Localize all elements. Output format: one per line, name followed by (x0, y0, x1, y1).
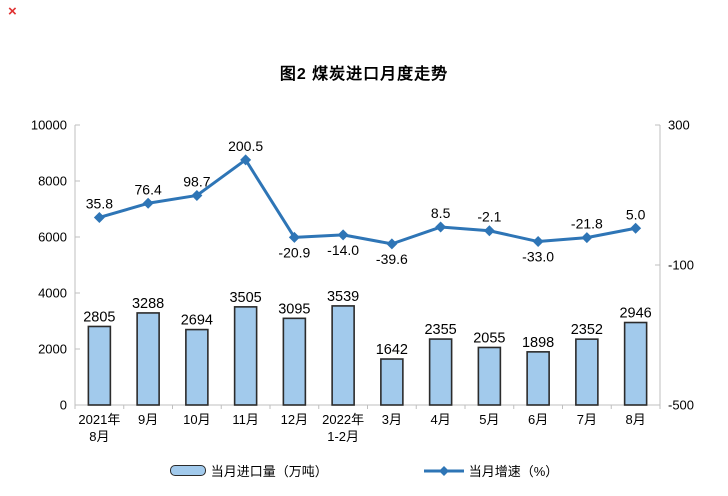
bar (331, 305, 355, 406)
line-value-label: 200.5 (228, 138, 263, 154)
bar-value-label: 3539 (327, 289, 359, 305)
line-value-label: 76.4 (135, 181, 162, 197)
bar (575, 338, 599, 406)
line-value-label: 35.8 (86, 195, 113, 211)
y-axis-left-tick-label: 10000 (31, 118, 67, 133)
bar-value-label: 3288 (132, 296, 164, 312)
bar-value-label: 2355 (424, 322, 456, 338)
line-marker (386, 238, 398, 250)
category-label: 8月 (626, 412, 646, 427)
category-label: 11月 (232, 412, 259, 427)
bar (185, 328, 209, 406)
line-marker (288, 231, 300, 243)
category-label: 9月 (138, 412, 158, 427)
line-marker (435, 221, 447, 233)
bar (282, 317, 307, 406)
line-marker (142, 197, 154, 209)
line-marker (532, 236, 544, 248)
category-label: 7月 (577, 412, 597, 427)
y-axis-left-tick-label: 4000 (38, 286, 67, 301)
legend-item-growth: 当月增速（%） (423, 461, 559, 480)
legend-label-growth: 当月增速（%） (468, 464, 559, 479)
legend-item-imports: 当月进口量（万吨） (169, 461, 328, 480)
y-axis-left-tick-label: 6000 (38, 230, 67, 245)
category-label: 4月 (431, 412, 451, 427)
line-value-label: 98.7 (183, 173, 210, 189)
bar-value-label: 3505 (229, 290, 261, 306)
category-label: 3月 (382, 412, 402, 427)
bar-value-label: 1898 (522, 335, 554, 351)
y-axis-right-tick-label: -100 (668, 258, 694, 273)
bar-series-swatch (169, 465, 206, 476)
line-marker (483, 225, 495, 237)
category-label: 10月 (183, 412, 210, 427)
line-value-label: -20.9 (278, 244, 310, 260)
bar (623, 321, 648, 406)
line-value-label: 8.5 (431, 205, 451, 221)
legend-label-imports: 当月进口量（万吨） (210, 464, 328, 479)
chart-title: 图2 煤炭进口月度走势 (279, 66, 449, 83)
y-axis-left-tick-label: 0 (60, 398, 67, 413)
bar-value-label: 2352 (571, 322, 603, 338)
bar-value-label: 2946 (619, 306, 651, 322)
line-marker (337, 229, 349, 241)
category-label: 6月 (528, 412, 548, 427)
line-marker (581, 232, 593, 244)
y-axis-left-tick-label: 8000 (38, 174, 67, 189)
bar-value-label: 2694 (181, 313, 213, 329)
y-axis-right-tick-label: -500 (668, 398, 694, 413)
bar (233, 306, 258, 406)
bar (380, 358, 404, 406)
line-value-label: -14.0 (327, 242, 359, 258)
line-value-label: -21.8 (571, 216, 603, 232)
line-value-label: 5.0 (626, 206, 646, 222)
bar-value-label: 3095 (278, 301, 310, 317)
category-label: 2021年 8月 (78, 412, 120, 444)
y-axis-left-tick-label: 2000 (38, 342, 67, 357)
bar-value-label: 2055 (473, 330, 505, 346)
line-marker (240, 154, 252, 166)
category-label: 5月 (479, 412, 499, 427)
category-label: 12月 (281, 412, 308, 427)
bar-value-label: 1642 (376, 342, 408, 358)
bar (526, 351, 550, 406)
line-marker (93, 211, 105, 223)
line-value-label: -2.1 (477, 209, 501, 225)
line-value-label: -39.6 (376, 251, 408, 267)
y-axis-right-tick-label: 300 (668, 118, 690, 133)
line-value-label: -33.0 (522, 249, 554, 265)
line-marker (630, 222, 642, 234)
bar (136, 312, 160, 406)
line-marker (191, 189, 203, 201)
bar (87, 325, 112, 406)
line-series-swatch (423, 465, 464, 476)
bar (428, 338, 453, 406)
growth-line (98, 158, 636, 246)
category-label: 2022年 1-2月 (322, 412, 364, 444)
broken-image-icon: × (8, 3, 17, 20)
bar (477, 346, 502, 406)
bar-value-label: 2805 (83, 309, 115, 325)
chart-legend: 当月进口量（万吨） 当月增速（%） (0, 461, 728, 480)
